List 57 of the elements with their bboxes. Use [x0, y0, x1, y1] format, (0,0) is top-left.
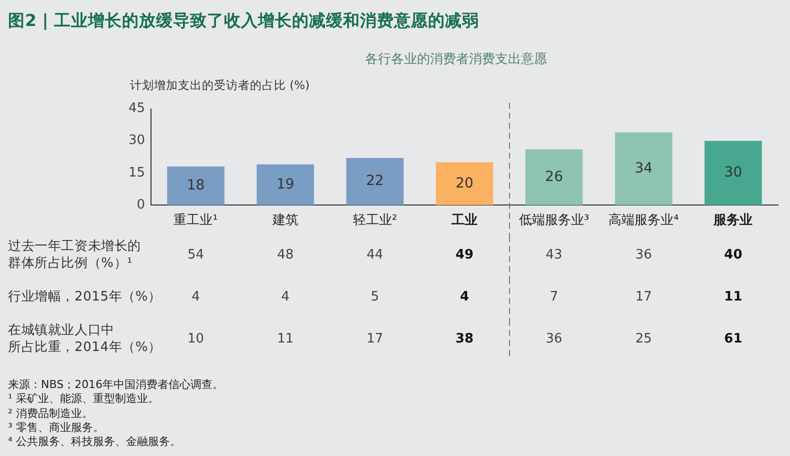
bar — [525, 149, 583, 205]
y-tick-label: 15 — [128, 165, 145, 180]
bar — [256, 164, 314, 205]
data-label: 4 — [458, 290, 470, 304]
y-tick-label: 30 — [128, 133, 145, 148]
data-label: 20 — [456, 175, 474, 192]
data-label: 4 — [280, 290, 290, 304]
data-label: 48 — [276, 248, 295, 262]
x-tick-label: 低端服务业³ — [518, 213, 590, 228]
data-label: 26 — [545, 168, 564, 185]
data-label: 11 — [723, 290, 744, 304]
source-note: 来源：NBS；2016年中国消费者信心调查。 — [8, 378, 224, 392]
data-label: 25 — [634, 332, 653, 346]
data-label: 5 — [370, 290, 380, 304]
data-label: 17 — [634, 290, 653, 304]
data-label: 36 — [634, 248, 653, 262]
y-tick-label: 45 — [128, 101, 145, 116]
data-label: 44 — [366, 248, 384, 262]
data-label: 22 — [366, 173, 384, 190]
data-label: 34 — [634, 160, 653, 176]
data-label: 10 — [186, 332, 206, 346]
data-label: 7 — [548, 290, 560, 304]
data-label: 40 — [723, 248, 744, 262]
data-label: 61 — [723, 332, 744, 346]
data-label: 43 — [544, 248, 564, 262]
bar — [436, 162, 494, 205]
text: 过去一年工资未增长的群体所占比例（%）¹ — [8, 238, 141, 272]
bar — [346, 158, 404, 205]
data-label: 54 — [186, 248, 206, 262]
bar — [167, 166, 224, 205]
chart-title: 图2 | 工业增长的放缓导致了收入增长的减缓和消费意愿的减弱 — [8, 10, 479, 32]
x-tick-label: 服务业 — [712, 213, 753, 228]
x-tick-label: 建筑 — [271, 213, 298, 228]
x-tick-label: 高端服务业⁴ — [608, 212, 679, 228]
data-label: 17 — [366, 332, 384, 346]
x-tick-label: 工业 — [450, 213, 478, 228]
text: ¹ 采矿业、能源、重型制造业。 — [8, 392, 159, 406]
bar — [704, 140, 762, 205]
data-label: 11 — [276, 332, 295, 346]
text: 行业增幅，2015年（%） — [8, 288, 162, 306]
data-label: 18 — [186, 177, 205, 194]
y-axis-title: 计划增加支出的受访者的占比 (%) — [130, 78, 310, 93]
text: ² 消费品制造业。 — [8, 406, 93, 421]
text: ³ 零售、商业服务。 — [8, 420, 104, 435]
data-label: 19 — [276, 176, 294, 192]
data-label: 38 — [454, 332, 475, 346]
data-label: 4 — [190, 290, 201, 304]
data-label: 49 — [454, 248, 475, 262]
x-tick-label: 重工业¹ — [174, 213, 218, 228]
text: 在城镇就业人口中所占比重，2014年（%） — [8, 322, 162, 356]
x-tick-label: 轻工业² — [352, 213, 398, 228]
data-label: 30 — [724, 164, 742, 181]
bar — [614, 132, 672, 205]
text: ⁴ 公共服务、科技服务、金融服务。 — [8, 435, 181, 450]
data-label: 36 — [544, 332, 564, 346]
chart-subtitle: 各行各业的消费者消费支出意愿 — [365, 51, 547, 68]
y-tick-label: 0 — [136, 197, 145, 212]
